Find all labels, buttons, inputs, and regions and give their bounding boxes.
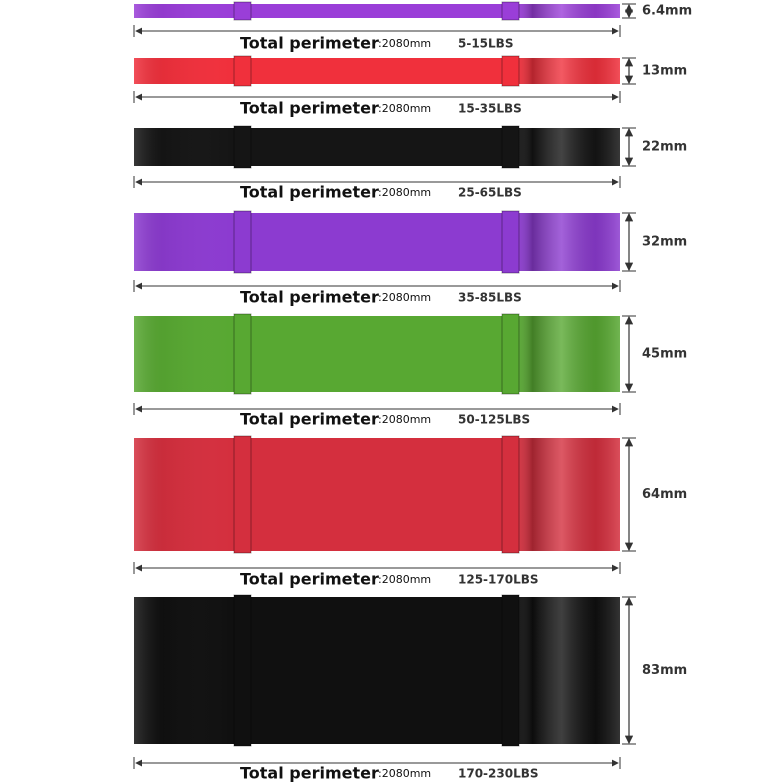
band-clip [233,210,252,274]
perimeter-label: Total perimeter [240,34,379,53]
thickness-label: 83mm [642,663,687,678]
band-clip [501,594,520,747]
perimeter-value: :2080mm [378,413,431,426]
resistance-range: 15-35LBS [458,102,522,116]
band-shade [134,597,620,744]
band-clip [501,313,520,395]
band-clip [233,594,252,747]
resistance-range: 5-15LBS [458,37,513,51]
perimeter-label: Total perimeter [240,764,379,783]
band-clip [233,313,252,395]
perimeter-label: Total perimeter [240,183,379,202]
band-clip [233,1,252,21]
band-shade [134,213,620,271]
resistance-range: 50-125LBS [458,413,530,427]
resistance-range: 35-85LBS [458,291,522,305]
perimeter-value: :2080mm [378,767,431,780]
thickness-label: 32mm [642,235,687,250]
perimeter-value: :2080mm [378,291,431,304]
perimeter-value: :2080mm [378,186,431,199]
thickness-label: 22mm [642,140,687,155]
band-clip [233,435,252,554]
band-shade [134,438,620,551]
band-shade [134,58,620,84]
perimeter-label: Total perimeter [240,570,379,589]
perimeter-value: :2080mm [378,37,431,50]
perimeter-label: Total perimeter [240,288,379,307]
band-shade [134,316,620,392]
band-shade [134,128,620,166]
resistance-range: 25-65LBS [458,186,522,200]
perimeter-label: Total perimeter [240,99,379,118]
perimeter-value: :2080mm [378,573,431,586]
thickness-label: 64mm [642,487,687,502]
band-shade [134,4,620,18]
perimeter-value: :2080mm [378,102,431,115]
band-clip [501,435,520,554]
thickness-label: 13mm [642,64,687,79]
band-clip [501,210,520,274]
band-clip [233,125,252,169]
band-clip [501,1,520,21]
thickness-label: 45mm [642,347,687,362]
band-clip [501,125,520,169]
perimeter-label: Total perimeter [240,410,379,429]
resistance-range: 170-230LBS [458,767,539,781]
band-clip [501,55,520,87]
thickness-label: 6.4mm [642,4,692,19]
band-clip [233,55,252,87]
resistance-range: 125-170LBS [458,573,539,587]
